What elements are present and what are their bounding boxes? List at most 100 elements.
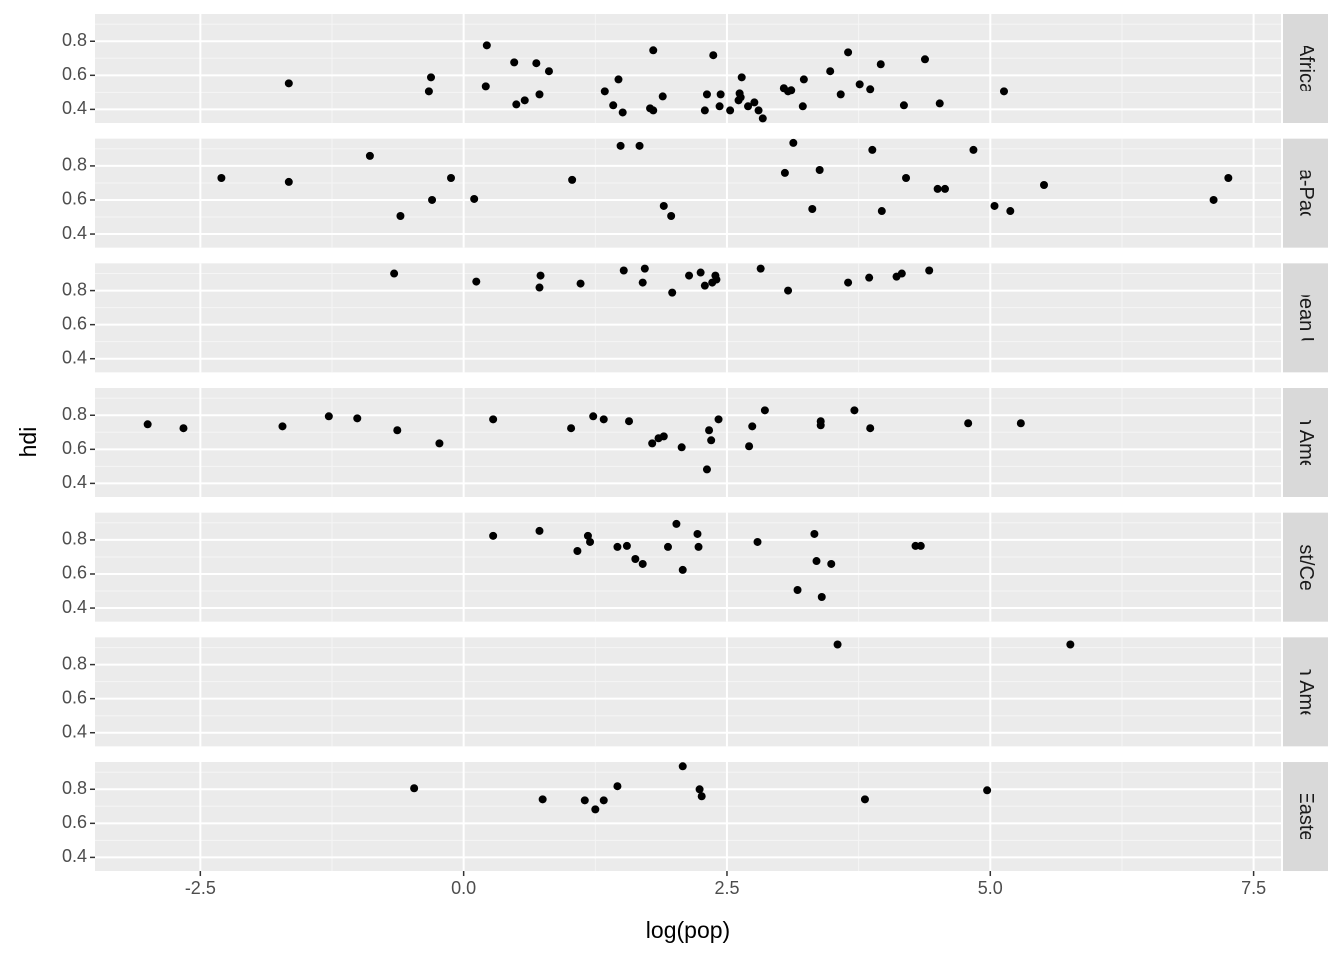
y-tick-label: 0.6 xyxy=(62,563,87,583)
x-tick-label: 2.5 xyxy=(714,878,739,898)
point xyxy=(780,168,789,177)
point xyxy=(697,792,706,801)
point xyxy=(580,796,589,805)
y-tick-label: 0.4 xyxy=(62,223,87,243)
point xyxy=(649,106,658,115)
point xyxy=(489,531,498,540)
point xyxy=(709,51,718,60)
point xyxy=(659,432,668,441)
point xyxy=(640,264,649,273)
point xyxy=(793,586,802,595)
point xyxy=(520,96,529,105)
point xyxy=(284,177,293,186)
point xyxy=(667,211,676,220)
point xyxy=(672,519,681,528)
point xyxy=(470,194,479,203)
point xyxy=(702,90,711,99)
point xyxy=(583,531,592,540)
point xyxy=(649,46,658,55)
point xyxy=(868,145,877,154)
point xyxy=(586,537,595,546)
strip-background xyxy=(1283,138,1328,248)
point xyxy=(663,542,672,551)
point xyxy=(784,286,793,295)
point xyxy=(700,106,709,115)
point xyxy=(827,559,836,568)
strip-label: East/Centr xyxy=(1295,520,1317,615)
point xyxy=(678,565,687,574)
point xyxy=(324,412,333,421)
point xyxy=(619,266,628,275)
point xyxy=(753,537,762,546)
point xyxy=(716,90,725,99)
point xyxy=(631,555,640,564)
point xyxy=(618,108,627,117)
point xyxy=(817,592,826,601)
y-tick-label: 0.6 xyxy=(62,189,87,209)
point xyxy=(659,201,668,210)
point xyxy=(278,422,287,431)
y-tick-label: 0.4 xyxy=(62,98,87,118)
y-tick-label: 0.8 xyxy=(62,155,87,175)
point xyxy=(902,174,911,183)
point xyxy=(754,106,763,115)
point xyxy=(544,67,553,76)
point xyxy=(1016,419,1025,428)
point xyxy=(798,102,807,111)
point xyxy=(799,75,808,84)
point xyxy=(573,547,582,556)
point xyxy=(756,264,765,273)
y-tick-label: 0.8 xyxy=(62,279,87,299)
point xyxy=(877,207,886,216)
point xyxy=(836,90,845,99)
strip-background xyxy=(1283,14,1328,123)
point xyxy=(897,269,906,278)
point xyxy=(964,419,973,428)
y-tick-label: 0.6 xyxy=(62,812,87,832)
point xyxy=(217,174,226,183)
point xyxy=(983,786,992,795)
point xyxy=(844,48,853,57)
point xyxy=(999,87,1008,96)
panel-background xyxy=(95,637,1281,747)
point xyxy=(591,805,600,814)
point xyxy=(658,92,667,101)
x-tick-label: 5.0 xyxy=(978,878,1003,898)
point xyxy=(668,288,677,297)
point xyxy=(865,273,874,282)
point xyxy=(616,141,625,150)
panel-background xyxy=(95,263,1281,373)
point xyxy=(600,87,609,96)
point xyxy=(693,529,702,538)
y-tick-label: 0.8 xyxy=(62,404,87,424)
strip-background xyxy=(1283,637,1328,747)
y-tick-label: 0.4 xyxy=(62,846,87,866)
point xyxy=(678,762,687,771)
point xyxy=(899,101,908,110)
point xyxy=(696,268,705,277)
point xyxy=(599,415,608,424)
point xyxy=(815,166,824,175)
x-tick-label: 7.5 xyxy=(1241,878,1266,898)
point xyxy=(568,175,577,184)
y-tick-label: 0.6 xyxy=(62,64,87,84)
strip-background xyxy=(1283,512,1328,622)
y-tick-label: 0.4 xyxy=(62,597,87,617)
panel-background xyxy=(95,388,1281,498)
y-tick-label: 0.8 xyxy=(62,653,87,673)
point xyxy=(700,281,709,290)
point xyxy=(816,421,825,430)
strip-background xyxy=(1283,388,1328,498)
point xyxy=(424,87,433,96)
point xyxy=(1224,174,1233,183)
x-tick-label: 0.0 xyxy=(451,878,476,898)
point xyxy=(677,443,686,452)
point xyxy=(860,795,869,804)
point xyxy=(737,73,746,82)
point xyxy=(489,415,498,424)
point xyxy=(567,424,576,433)
point xyxy=(712,275,721,284)
point xyxy=(538,795,547,804)
point xyxy=(808,205,817,214)
